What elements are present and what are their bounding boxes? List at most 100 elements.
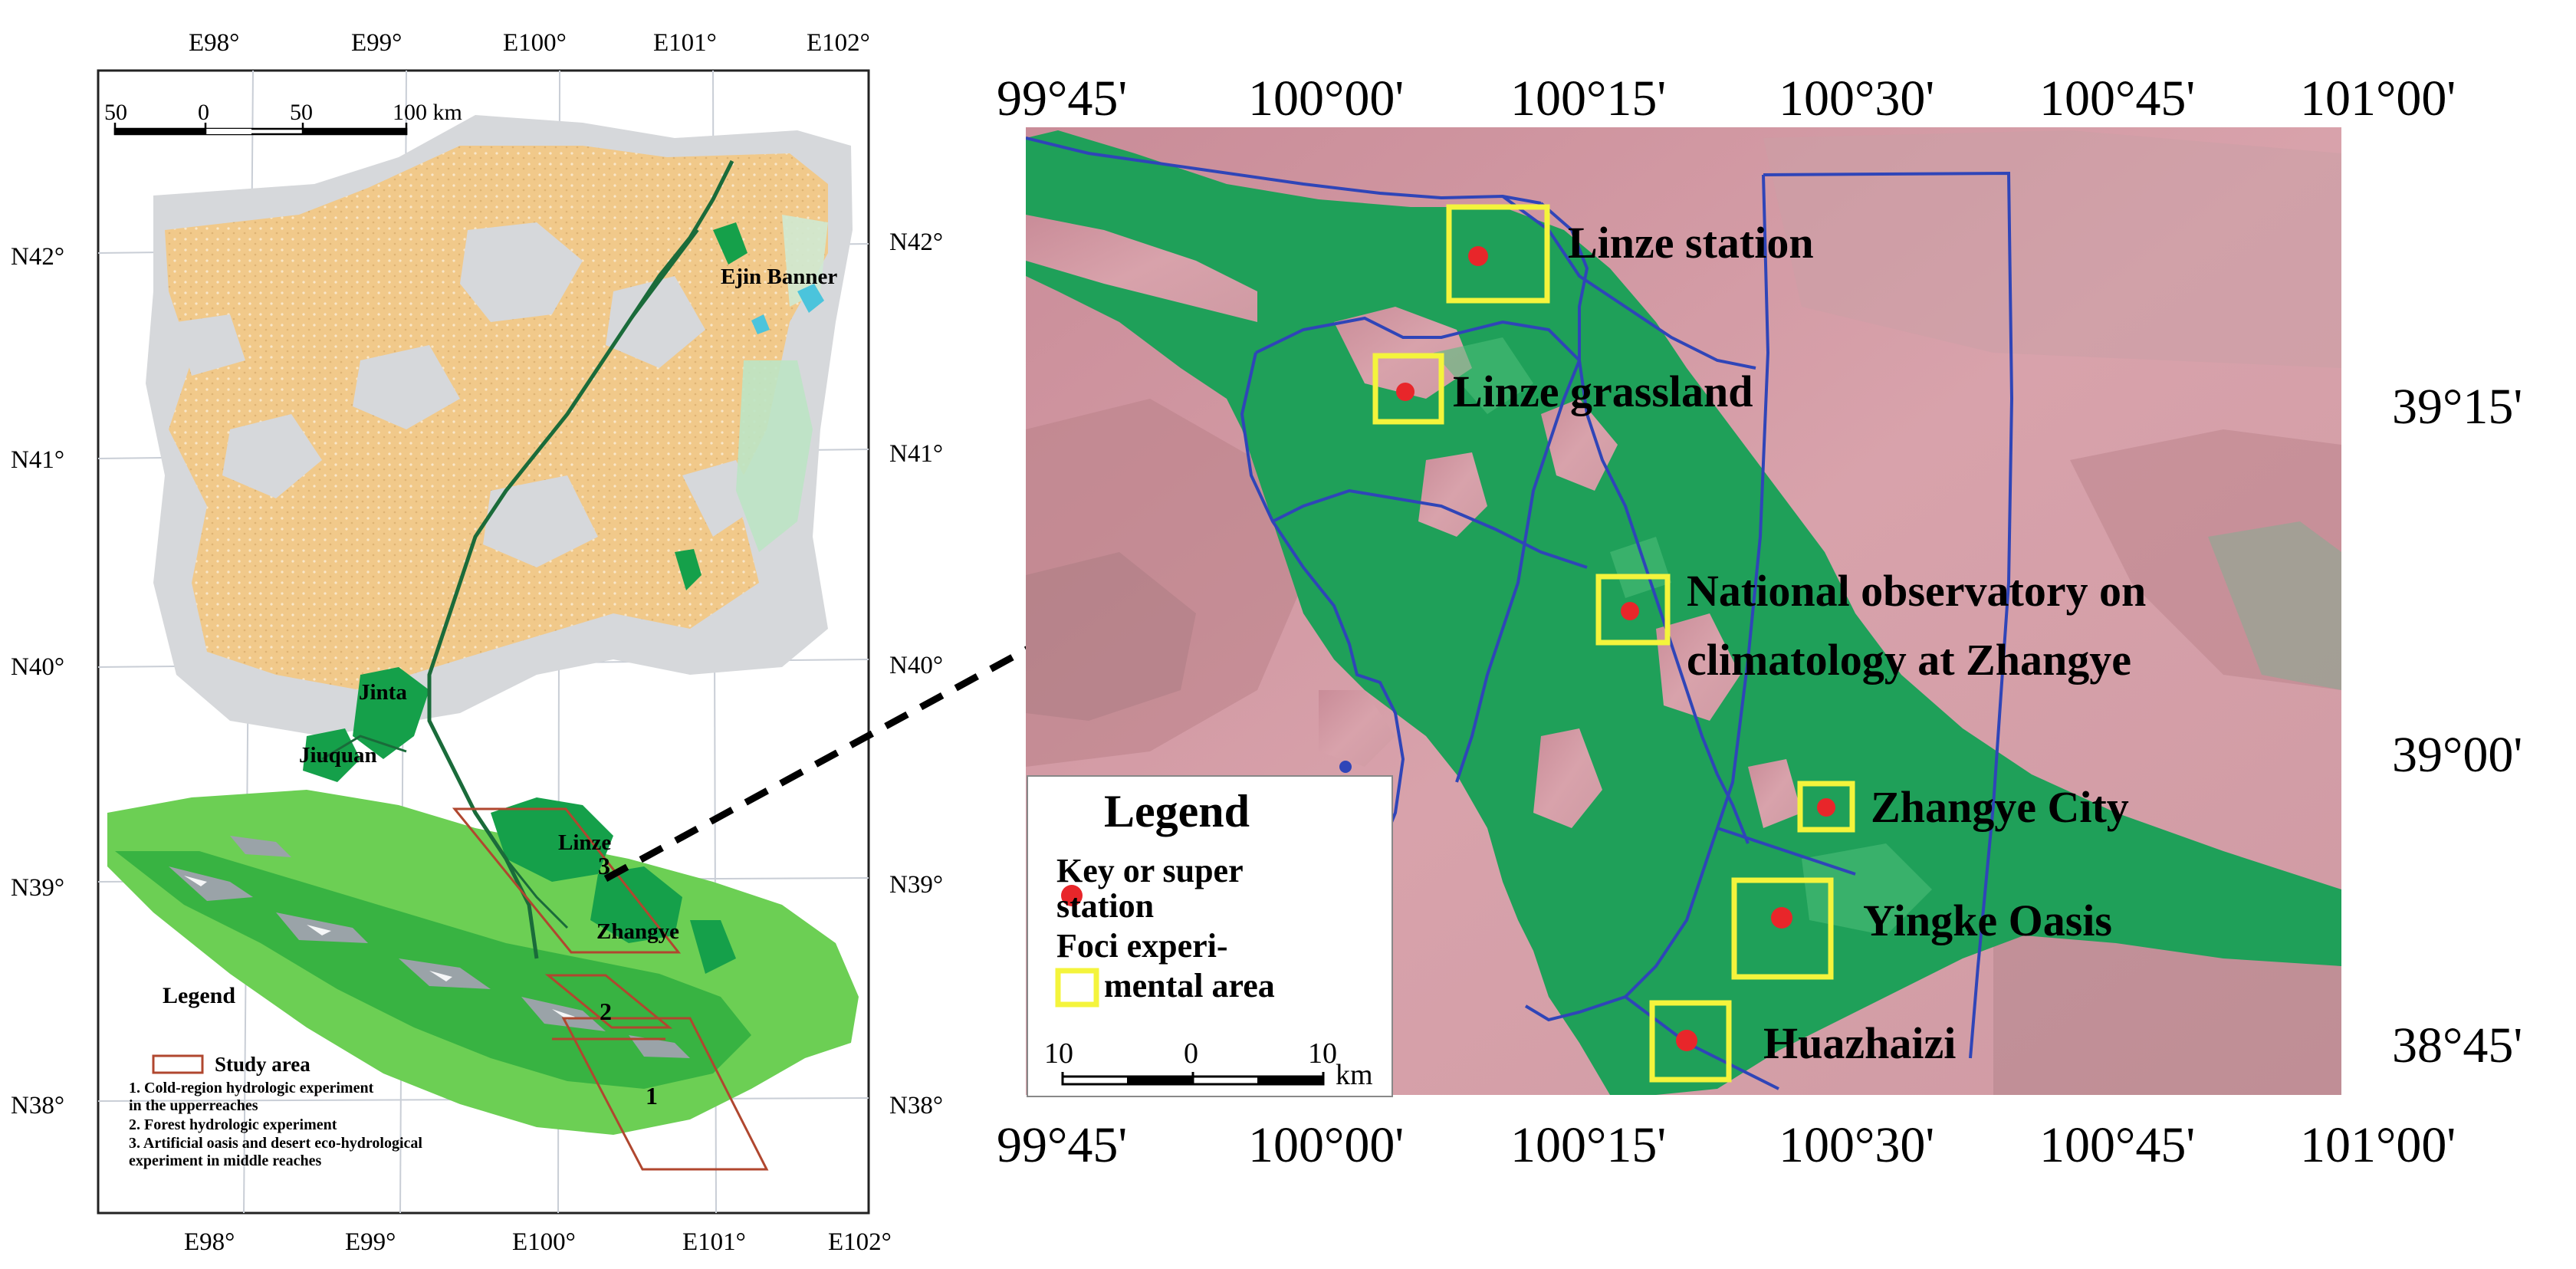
lat-label-right: N38°	[889, 1092, 943, 1119]
study-area-number: 2	[600, 998, 612, 1025]
heihe-river	[427, 159, 734, 959]
left-place-names: Ejin Banner Jinta Jiuquan Linze Zhangye	[299, 265, 837, 944]
lon-label-bottom: 100°45'	[2039, 1117, 2195, 1173]
study-area-1	[561, 1017, 769, 1171]
scale-unit: km	[1336, 1059, 1373, 1091]
place-label: Zhangye	[596, 919, 679, 944]
legend-foci-area: Foci experi-	[1056, 927, 1228, 965]
vegetation-gaps	[1026, 215, 1802, 828]
left-legend-title: Legend	[163, 983, 235, 1008]
sites: Linze station Linze grassland National o…	[1372, 204, 2146, 1083]
lon-label-top: E98°	[189, 29, 239, 57]
lat-label-left: N39°	[11, 874, 64, 902]
lon-label-top: 100°30'	[1779, 71, 1934, 127]
lon-label-bottom: E102°	[828, 1228, 892, 1256]
site-huazhaizi: Huazhaizi	[1649, 1000, 1956, 1083]
study-area-3	[452, 807, 682, 954]
scale-tick: 10	[1044, 1037, 1073, 1070]
place-label: Jiuquan	[299, 743, 377, 768]
left-map-coordinate-labels: E98° E99° E100° E101° E102° E98° E99° E1…	[11, 29, 943, 1256]
place-label: Jinta	[359, 680, 407, 705]
lon-label-top: E100°	[503, 29, 567, 57]
site-label: Yingke Oasis	[1863, 896, 2112, 945]
right-legend-title: Legend	[1104, 786, 1250, 837]
lat-label-right: N40°	[889, 652, 943, 679]
site-national-observatory: National observatory on climatology at Z…	[1595, 566, 2146, 685]
lat-label-left: N40°	[11, 653, 64, 681]
lat-label-right: 39°15'	[2392, 379, 2522, 435]
scale-tick: 0	[198, 100, 209, 125]
legend-item: 2. Forest hydrologic experiment	[129, 1116, 337, 1133]
left-scale-bar: 50 0 50 100 km	[104, 100, 462, 136]
scale-tick: 10	[1308, 1037, 1337, 1070]
lat-label-left: N42°	[11, 243, 64, 271]
glacier-patches	[169, 836, 690, 1058]
lon-label-bottom: 100°30'	[1779, 1117, 1934, 1173]
legend-key-station: Key or super	[1056, 852, 1244, 889]
lon-label-top: E99°	[351, 29, 402, 57]
legend-item: in the upperreaches	[129, 1097, 258, 1114]
right-legend: Legend Key or super station Foci experi-…	[1027, 775, 1393, 1097]
site-label: Zhangye City	[1871, 782, 2129, 832]
site-linze-station: Linze station	[1446, 204, 1814, 304]
lon-label-bottom: 100°00'	[1248, 1117, 1404, 1173]
scale-tick: 0	[1184, 1037, 1198, 1070]
site-yingke-oasis: Yingke Oasis	[1731, 877, 2112, 980]
site-label: Huazhaizi	[1763, 1018, 1956, 1068]
site-label: climatology at Zhangye	[1687, 635, 2131, 685]
study-areas	[452, 807, 769, 1171]
foci-area-swatch	[1055, 968, 1099, 1008]
site-zhangye-city: Zhangye City	[1797, 781, 2129, 833]
lat-label-right: N39°	[889, 871, 943, 899]
place-label: Ejin Banner	[721, 265, 837, 289]
lon-label-top: 101°00'	[2300, 71, 2456, 127]
lat-label-right: N41°	[889, 440, 943, 468]
study-area-legend-label: Study area	[215, 1053, 310, 1076]
lat-label-right: N42°	[889, 228, 943, 256]
lon-label-top: E101°	[653, 29, 717, 57]
lat-label-right: 39°00'	[2392, 727, 2522, 783]
study-area-number: 3	[598, 852, 610, 879]
scale-tick: 100 km	[393, 100, 462, 125]
lon-label-bottom: E99°	[345, 1228, 396, 1256]
lon-label-bottom: E100°	[512, 1228, 576, 1256]
legend-key-station: station	[1056, 887, 1154, 925]
scale-tick: 50	[104, 100, 127, 125]
key-station-marker	[1061, 885, 1083, 906]
site-label: Linze station	[1568, 218, 1814, 268]
place-label: Linze	[558, 830, 611, 855]
lat-label-right: 38°45'	[2392, 1018, 2522, 1073]
basin-boundaries	[1026, 136, 2014, 1090]
left-legend: Legend Study area 1. Cold-region hydrolo…	[129, 983, 422, 1169]
zoom-arrow	[603, 584, 1143, 882]
oasis-patches	[303, 222, 748, 974]
study-area-number: 1	[646, 1082, 658, 1110]
lon-label-top: 100°00'	[1248, 71, 1404, 127]
scale-tick: 50	[290, 100, 313, 125]
lon-label-bottom: 99°45'	[997, 1117, 1127, 1173]
lon-label-bottom: 100°15'	[1510, 1117, 1666, 1173]
legend-item: experiment in middle reaches	[129, 1152, 321, 1169]
lon-label-top: 99°45'	[997, 71, 1127, 127]
gobi-patches	[176, 222, 759, 567]
right-map: Linze station Linze grassland National o…	[997, 71, 2522, 1173]
left-map: 50 0 50 100 km Ejin Banner Jinta Jiuquan…	[11, 29, 943, 1256]
lat-label-left: N41°	[11, 446, 64, 474]
legend-foci-area: mental area	[1104, 967, 1275, 1004]
lon-label-top: 100°15'	[1510, 71, 1666, 127]
study-area-numbers: 3 2 1	[598, 852, 658, 1110]
legend-item: 3. Artificial oasis and desert eco-hydro…	[129, 1135, 422, 1152]
site-linze-grassland: Linze grassland	[1372, 353, 1753, 425]
right-map-coordinate-labels: 99°45' 100°00' 100°15' 100°30' 100°45' 1…	[997, 71, 2522, 1173]
lon-label-top: E102°	[807, 29, 870, 57]
study-area-2	[544, 974, 673, 1029]
study-area-swatch	[152, 1054, 204, 1074]
oasis-vegetation	[1026, 130, 2341, 1095]
site-label: Linze grassland	[1453, 367, 1753, 416]
legend-item: 1. Cold-region hydrologic experiment	[129, 1080, 374, 1096]
site-label: National observatory on	[1687, 566, 2146, 616]
lon-label-bottom: 101°00'	[2300, 1117, 2456, 1173]
lat-label-left: N38°	[11, 1092, 64, 1119]
